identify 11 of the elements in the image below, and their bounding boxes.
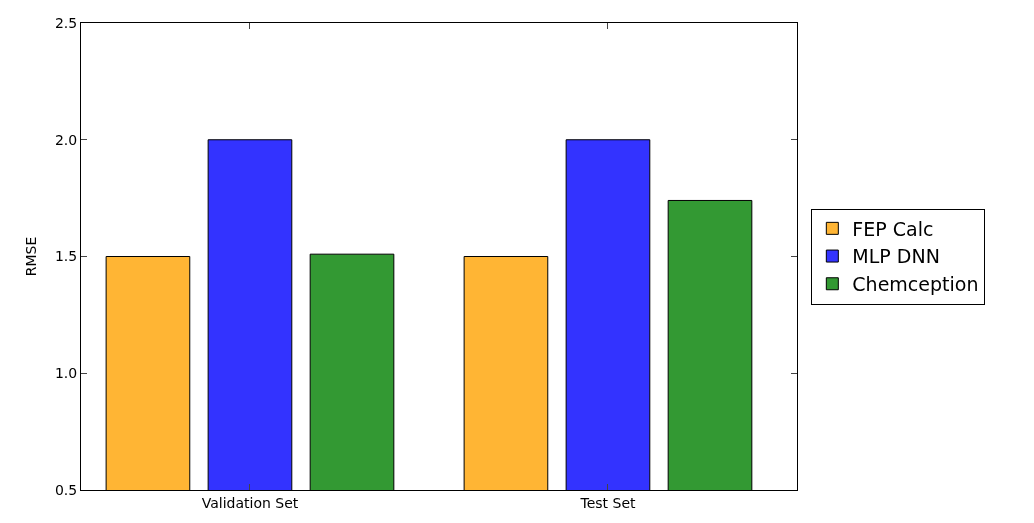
y-tick-label: 1.0 (54, 365, 78, 382)
legend-label: Chemception (852, 273, 979, 296)
y-tick-label: 2.5 (54, 14, 78, 31)
y-tick-label: 1.5 (54, 248, 78, 265)
x-tick-label: Validation Set (201, 494, 299, 511)
y-tick-label: 0.5 (54, 481, 78, 498)
y-tick-label: 2.0 (54, 131, 78, 148)
legend-label: MLP DNN (852, 245, 940, 268)
x-tick-label: Test Set (579, 494, 636, 511)
legend-label: FEP Calc (852, 217, 934, 240)
y-axis-title: RMSE (22, 236, 39, 277)
